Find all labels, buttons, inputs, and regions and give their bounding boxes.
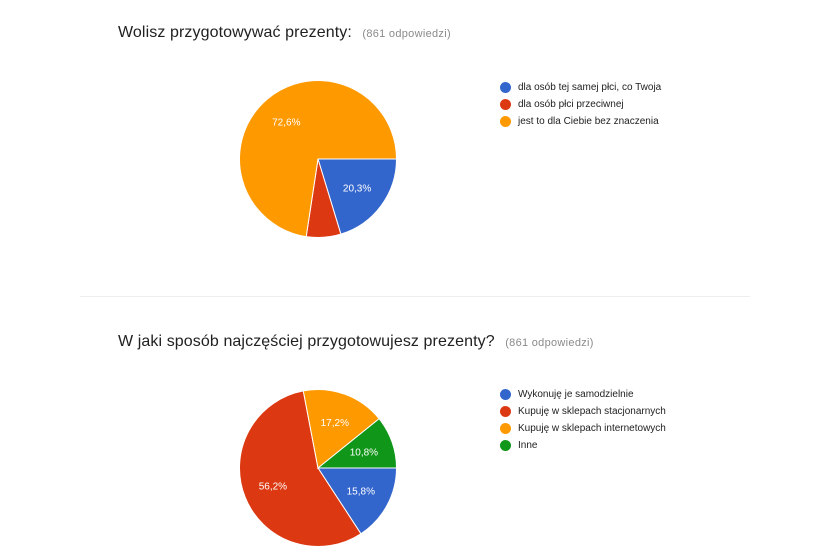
pie-slice[interactable] <box>239 80 398 238</box>
legend-label: dla osób płci przeciwnej <box>518 99 624 110</box>
slice-percent-label: 15,8% <box>347 487 375 498</box>
slice-percent-label: 20,3% <box>343 184 371 195</box>
pie-chart[interactable]: 20,3% 72,6% <box>239 80 398 238</box>
question-header: Wolisz przygotowywać prezenty: (861 odpo… <box>118 24 451 42</box>
legend-item[interactable]: dla osób płci przeciwnej <box>500 96 661 113</box>
legend-label: Wykonuję je samodzielnie <box>518 389 634 400</box>
pie-slice[interactable] <box>317 467 398 535</box>
slice-percent-label: 72,6% <box>272 118 300 129</box>
legend-swatch-icon <box>500 389 511 400</box>
question-title: Wolisz przygotowywać prezenty: <box>118 24 352 41</box>
legend-label: Kupuję w sklepach stacjonarnych <box>518 406 666 417</box>
question-header: W jaki sposób najczęściej przygotowujesz… <box>118 333 594 351</box>
chart-legend: dla osób tej samej płci, co Twoja dla os… <box>500 79 661 130</box>
slice-percent-label: 56,2% <box>259 482 287 493</box>
legend-label: Kupuję w sklepach internetowych <box>518 423 666 434</box>
pie-slice[interactable] <box>317 158 398 235</box>
response-count: (861 odpowiedzi) <box>362 28 451 40</box>
legend-swatch-icon <box>500 99 511 110</box>
legend-item[interactable]: Inne <box>500 437 666 454</box>
legend-swatch-icon <box>500 406 511 417</box>
slice-percent-label: 10,8% <box>350 447 378 458</box>
legend-label: dla osób tej samej płci, co Twoja <box>518 82 662 93</box>
legend-item[interactable]: Kupuję w sklepach internetowych <box>500 420 666 437</box>
legend-item[interactable]: dla osób tej samej płci, co Twoja <box>500 79 661 96</box>
pie-slice[interactable] <box>239 390 362 547</box>
legend-item[interactable]: Kupuję w sklepach stacjonarnych <box>500 403 666 420</box>
legend-swatch-icon <box>500 440 511 451</box>
legend-swatch-icon <box>500 82 511 93</box>
pie-slice[interactable] <box>316 418 398 469</box>
question-card-gift-preparation: W jaki sposób najczęściej przygotowujesz… <box>0 297 815 547</box>
pie-chart[interactable]: 15,8% 56,2% 17,2% 10,8% <box>239 389 398 547</box>
pie-slice[interactable] <box>302 389 380 469</box>
legend-item[interactable]: Wykonuję je samodzielnie <box>500 386 666 403</box>
slice-percent-label: 17,2% <box>321 418 349 429</box>
chart-legend: Wykonuję je samodzielnie Kupuję w sklepa… <box>500 386 666 454</box>
legend-item[interactable]: jest to dla Ciebie bez znaczenia <box>500 113 661 130</box>
legend-swatch-icon <box>500 116 511 127</box>
legend-label: Inne <box>518 440 538 451</box>
question-card-gift-recipients: Wolisz przygotowywać prezenty: (861 odpo… <box>118 24 661 238</box>
legend-swatch-icon <box>500 423 511 434</box>
legend-label: jest to dla Ciebie bez znaczenia <box>518 116 659 127</box>
response-count: (861 odpowiedzi) <box>505 337 594 349</box>
question-title: W jaki sposób najczęściej przygotowujesz… <box>118 333 495 350</box>
section-divider <box>80 296 750 297</box>
